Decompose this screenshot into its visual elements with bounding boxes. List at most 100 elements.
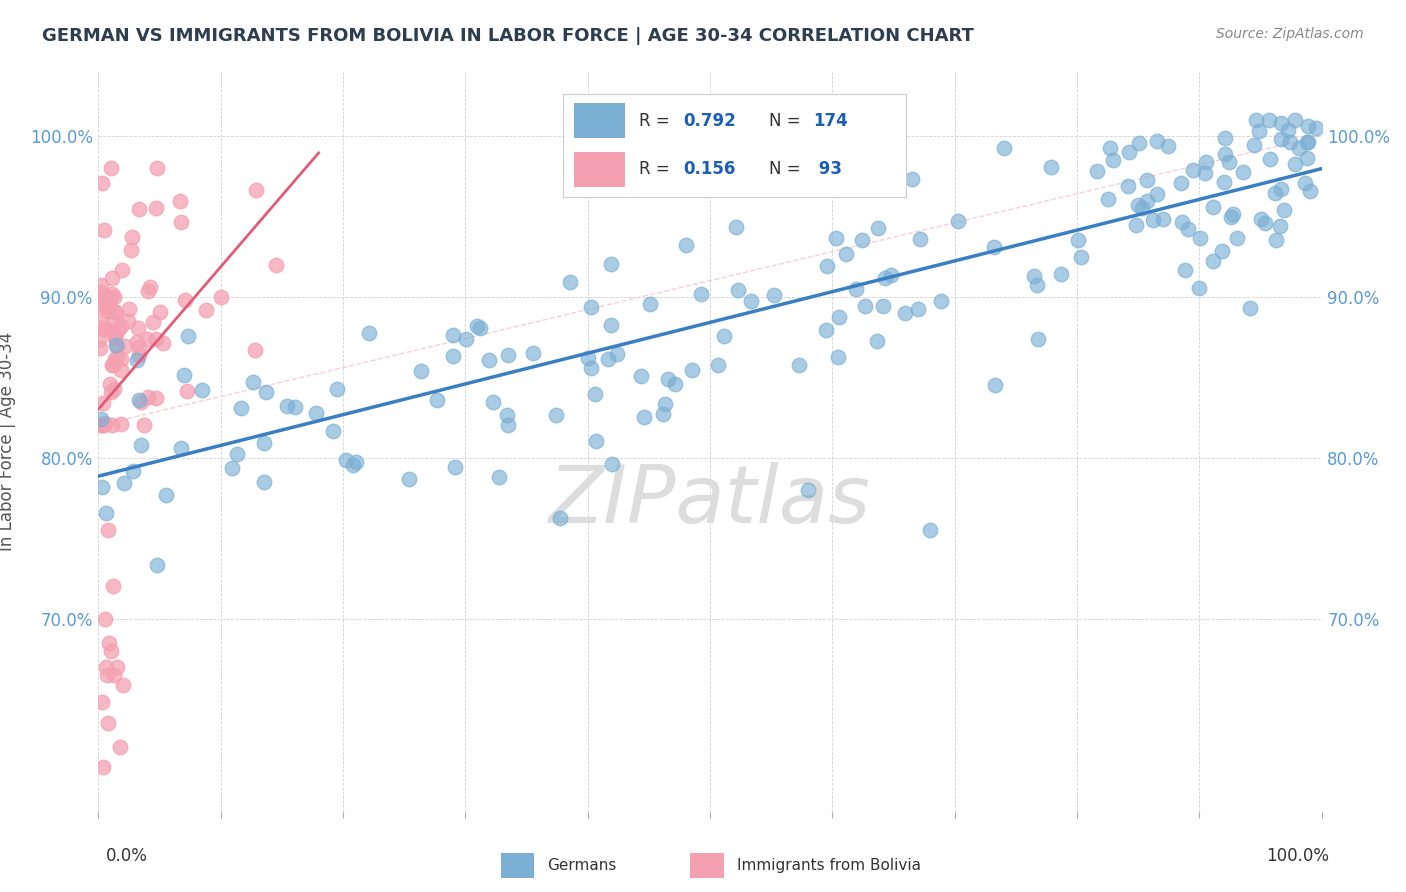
- Point: [482, 394, 505, 409]
- Point: [1226, 231, 1249, 245]
- Point: [1130, 201, 1153, 215]
- Point: [681, 363, 703, 377]
- Point: [104, 330, 127, 344]
- Point: [1102, 153, 1125, 167]
- Point: [578, 351, 600, 365]
- Point: [1284, 112, 1306, 127]
- Point: [1116, 178, 1139, 193]
- Point: [1264, 186, 1286, 201]
- Point: [89, 342, 111, 356]
- Point: [1136, 173, 1159, 187]
- Point: [1222, 207, 1244, 221]
- Point: [654, 396, 676, 410]
- Point: [276, 399, 298, 413]
- Point: [600, 257, 623, 271]
- Point: [426, 392, 449, 407]
- Point: [815, 259, 838, 273]
- Point: [1254, 216, 1277, 230]
- Point: [1146, 134, 1168, 148]
- Point: [90, 285, 112, 300]
- Point: [117, 302, 139, 317]
- Point: [579, 301, 602, 315]
- Point: [1152, 211, 1174, 226]
- Point: [190, 383, 212, 397]
- Point: [821, 128, 844, 143]
- Point: [98, 376, 121, 391]
- Point: [131, 437, 153, 451]
- Point: [174, 293, 197, 307]
- Point: [245, 183, 267, 197]
- Point: [1243, 137, 1265, 152]
- Point: [470, 321, 492, 335]
- Point: [1296, 135, 1319, 149]
- Point: [675, 237, 697, 252]
- Point: [522, 346, 544, 360]
- Point: [110, 318, 132, 333]
- Point: [101, 271, 124, 285]
- Point: [872, 299, 894, 313]
- Point: [128, 347, 150, 361]
- Point: [100, 418, 122, 433]
- Point: [853, 299, 876, 313]
- Text: Germans: Germans: [547, 858, 616, 872]
- Point: [1294, 176, 1316, 190]
- Point: [125, 353, 148, 368]
- Point: [128, 393, 150, 408]
- Point: [96, 303, 118, 318]
- Point: [152, 335, 174, 350]
- Point: [101, 287, 124, 301]
- Point: [90, 412, 112, 426]
- Point: [865, 334, 887, 349]
- Point: [170, 215, 193, 229]
- Point: [1212, 175, 1234, 189]
- Point: [1258, 152, 1281, 166]
- Point: [1219, 210, 1241, 224]
- Point: [103, 668, 125, 682]
- Point: [1171, 214, 1194, 228]
- Point: [89, 293, 111, 307]
- Point: [657, 372, 679, 386]
- Point: [97, 716, 120, 731]
- Point: [146, 558, 169, 572]
- Point: [467, 319, 489, 334]
- Point: [880, 268, 903, 282]
- Point: [110, 352, 132, 367]
- Point: [441, 349, 464, 363]
- Point: [1022, 269, 1045, 284]
- Point: [96, 322, 118, 336]
- Point: [145, 391, 167, 405]
- Point: [600, 457, 623, 471]
- Point: [98, 292, 121, 306]
- Text: 0.0%: 0.0%: [105, 847, 148, 865]
- Point: [827, 350, 849, 364]
- Point: [91, 295, 114, 310]
- Point: [1125, 218, 1147, 232]
- Point: [690, 287, 713, 301]
- Point: [93, 322, 115, 336]
- Point: [1202, 254, 1225, 268]
- Point: [93, 291, 115, 305]
- Point: [993, 141, 1015, 155]
- Point: [89, 320, 111, 334]
- Point: [1181, 162, 1204, 177]
- Point: [142, 315, 165, 329]
- Point: [111, 263, 134, 277]
- Text: GERMAN VS IMMIGRANTS FROM BOLIVIA IN LABOR FORCE | AGE 30-34 CORRELATION CHART: GERMAN VS IMMIGRANTS FROM BOLIVIA IN LAB…: [42, 27, 974, 45]
- Point: [94, 660, 117, 674]
- Point: [1232, 165, 1254, 179]
- Point: [304, 406, 326, 420]
- Point: [920, 523, 942, 537]
- Point: [209, 290, 232, 304]
- Point: [1039, 160, 1062, 174]
- Point: [89, 418, 111, 433]
- Point: [1211, 244, 1233, 259]
- Point: [103, 290, 125, 304]
- Point: [111, 677, 134, 691]
- Point: [110, 363, 132, 377]
- Point: [544, 408, 567, 422]
- Point: [264, 258, 287, 272]
- Point: [253, 475, 276, 490]
- Text: 100.0%: 100.0%: [1265, 847, 1329, 865]
- Point: [1067, 233, 1090, 247]
- Point: [104, 352, 127, 367]
